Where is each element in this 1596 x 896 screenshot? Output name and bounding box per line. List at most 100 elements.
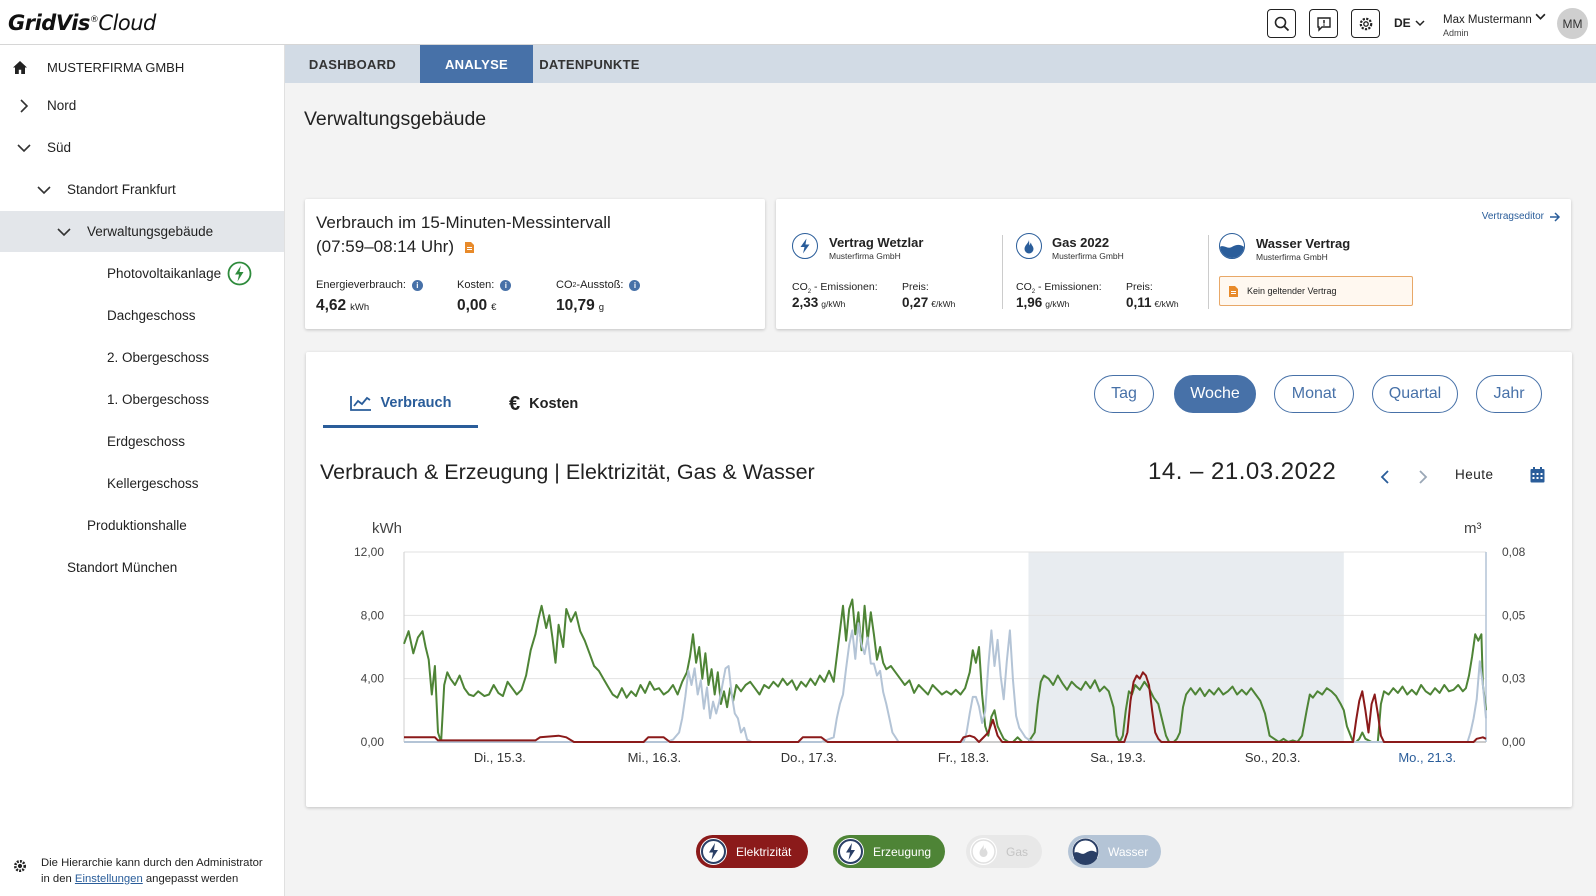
y2-tick-label: 0,03 bbox=[1502, 672, 1526, 686]
energy-value: 4,62 kWh bbox=[316, 297, 369, 315]
legend-label: Erzeugung bbox=[873, 844, 932, 859]
x-tick-label: Mi., 16.3. bbox=[628, 750, 681, 765]
app-logo[interactable]: GridVis®Cloud bbox=[8, 11, 156, 35]
no-contract-warning[interactable]: Kein geltender Vertrag bbox=[1219, 276, 1413, 306]
user-menu-chevron-icon[interactable] bbox=[1535, 13, 1546, 21]
co2-value-number: 10,79 bbox=[556, 297, 595, 314]
chart-panel: Verbrauch € Kosten Tag Woche Monat Quart… bbox=[306, 352, 1572, 807]
sidebar-item-company[interactable]: MUSTERFIRMA GMBH bbox=[0, 47, 284, 88]
lightning-icon bbox=[837, 838, 864, 865]
chevron-left-icon[interactable] bbox=[1380, 470, 1390, 484]
sidebar-item-label: 1. Obergeschoss bbox=[107, 392, 210, 407]
y-tick-label: 0,00 bbox=[361, 735, 385, 749]
date-range: 14. – 21.03.2022 bbox=[1148, 458, 1337, 485]
legend-erzeugung-toggle[interactable]: Erzeugung bbox=[833, 835, 945, 868]
gear-icon bbox=[13, 859, 27, 873]
chevron-right-icon[interactable] bbox=[1418, 470, 1428, 484]
trend-chart-icon bbox=[349, 395, 371, 411]
chevron-down-icon[interactable] bbox=[17, 141, 31, 155]
sidebar-item-1-obergeschoss[interactable]: 1. Obergeschoss bbox=[0, 379, 284, 420]
period-monat-button[interactable]: Monat bbox=[1274, 375, 1354, 413]
contract-editor-link[interactable]: Vertragseditor bbox=[1482, 211, 1561, 222]
tab-kosten[interactable]: € Kosten bbox=[509, 380, 578, 428]
sidebar-item-2-obergeschoss[interactable]: 2. Obergeschoss bbox=[0, 337, 284, 378]
price-label: Preis: bbox=[1126, 281, 1153, 293]
legend-elektrizitaet-toggle[interactable]: Elektrizität bbox=[696, 835, 808, 868]
footer-text-post: angepasst werden bbox=[142, 872, 239, 885]
language-select[interactable]: DE bbox=[1394, 16, 1425, 30]
calendar-icon[interactable] bbox=[1530, 467, 1545, 483]
tab-verbrauch[interactable]: Verbrauch bbox=[323, 380, 478, 428]
y2-tick-label: 0,05 bbox=[1502, 608, 1526, 622]
co2-number: 1,96 bbox=[1016, 295, 1043, 310]
co2-post: - Emissionen: bbox=[1035, 281, 1102, 293]
consumption-chart[interactable]: 12,00 8,00 4,00 0,00 0,08 0,05 0,03 0,00 kWh m³ Di… bbox=[306, 502, 1572, 807]
energy-label: Energieverbrauch: i bbox=[316, 279, 423, 291]
interval-title-line2: (07:59–08:14 Uhr) bbox=[316, 237, 454, 256]
user-name[interactable]: Max Mustermann bbox=[1443, 14, 1532, 26]
arrow-right-icon bbox=[1550, 211, 1561, 222]
period-jahr-button[interactable]: Jahr bbox=[1476, 375, 1542, 413]
tab-datenpunkte[interactable]: DATENPUNKTE bbox=[539, 56, 640, 72]
sidebar-item-kellergeschoss[interactable]: Kellergeschoss bbox=[0, 463, 284, 504]
tab-analyse[interactable]: ANALYSE bbox=[420, 45, 533, 83]
sidebar-item-standort-frankfurt[interactable]: Standort Frankfurt bbox=[0, 169, 284, 210]
y-tick-label: 8,00 bbox=[361, 608, 385, 622]
co2-emissions-label: CO2 - Emissionen: bbox=[792, 281, 878, 295]
chevron-right-icon[interactable] bbox=[17, 98, 31, 113]
chevron-down-icon[interactable] bbox=[37, 183, 51, 197]
legend-gas-toggle[interactable]: Gas bbox=[966, 835, 1042, 868]
info-icon[interactable]: i bbox=[500, 279, 512, 291]
legend-label: Wasser bbox=[1108, 844, 1149, 859]
sidebar-item-label: MUSTERFIRMA GMBH bbox=[47, 60, 185, 75]
co2-pre: CO bbox=[792, 281, 808, 293]
avatar[interactable]: MM bbox=[1557, 8, 1588, 39]
co2-value: 10,79 g bbox=[556, 297, 604, 315]
water-icon bbox=[1072, 838, 1099, 865]
document-icon[interactable] bbox=[464, 242, 474, 253]
chart-title: Verbrauch & Erzeugung | Elektrizität, Ga… bbox=[320, 460, 815, 484]
lightning-icon bbox=[792, 233, 818, 259]
legend-label: Gas bbox=[1006, 844, 1029, 859]
interval-card: Verbrauch im 15-Minuten-Messintervall (07… bbox=[305, 199, 765, 329]
sidebar-item-label: Standort Frankfurt bbox=[67, 182, 176, 197]
sidebar-footer: Die Hierarchie kann durch den Administra… bbox=[0, 848, 284, 896]
price-number: 0,11 bbox=[1126, 295, 1152, 310]
sidebar-item-standort-muenchen[interactable]: Standort München bbox=[0, 547, 284, 588]
y-axis-label: kWh bbox=[372, 520, 402, 537]
sidebar-item-produktionshalle[interactable]: Produktionshalle bbox=[0, 505, 284, 546]
search-button[interactable] bbox=[1267, 9, 1296, 38]
contract-editor-label: Vertragseditor bbox=[1481, 211, 1544, 222]
contracts-card: Vertragseditor Vertrag Wetzlar Musterfir… bbox=[776, 199, 1571, 329]
sidebar-item-erdgeschoss[interactable]: Erdgeschoss bbox=[0, 421, 284, 462]
x-tick-label: So., 20.3. bbox=[1245, 750, 1301, 765]
top-bar: GridVis®Cloud DE Max Mustermann Admin MM bbox=[0, 0, 1596, 45]
co2-post: - Emissionen: bbox=[811, 281, 878, 293]
period-woche-button[interactable]: Woche bbox=[1174, 375, 1256, 413]
sidebar-item-sued[interactable]: Süd bbox=[0, 127, 284, 168]
info-icon[interactable]: i bbox=[629, 279, 641, 291]
sidebar-item-photovoltaikanlage[interactable]: Photovoltaikanlage bbox=[0, 253, 284, 294]
search-icon bbox=[1274, 16, 1289, 31]
lightning-icon bbox=[227, 261, 252, 286]
period-tag-button[interactable]: Tag bbox=[1094, 375, 1154, 413]
sidebar-item-verwaltungsgebaeude[interactable]: Verwaltungsgebäude bbox=[0, 211, 284, 252]
chevron-down-icon[interactable] bbox=[57, 225, 71, 239]
price-value: 0,11 €/kWh bbox=[1126, 295, 1179, 310]
footer-text-pre: in den bbox=[41, 872, 75, 885]
contract-name: Gas 2022 bbox=[1052, 235, 1110, 250]
cost-unit: € bbox=[491, 302, 497, 313]
period-quartal-button[interactable]: Quartal bbox=[1372, 375, 1458, 413]
legend-wasser-toggle[interactable]: Wasser bbox=[1068, 835, 1161, 868]
flame-icon bbox=[970, 838, 997, 865]
feedback-button[interactable] bbox=[1309, 9, 1338, 38]
sidebar-item-dachgeschoss[interactable]: Dachgeschoss bbox=[0, 295, 284, 336]
settings-button[interactable] bbox=[1351, 9, 1380, 38]
tab-dashboard[interactable]: DASHBOARD bbox=[308, 56, 397, 72]
info-icon[interactable]: i bbox=[411, 279, 423, 291]
today-button[interactable]: Heute bbox=[1455, 467, 1494, 482]
chart-legend: Elektrizität Erzeugung Gas Wasser bbox=[0, 835, 1596, 871]
settings-link[interactable]: Einstellungen bbox=[74, 872, 143, 885]
price-unit: €/kWh bbox=[931, 299, 956, 309]
sidebar-item-nord[interactable]: Nord bbox=[0, 85, 284, 126]
